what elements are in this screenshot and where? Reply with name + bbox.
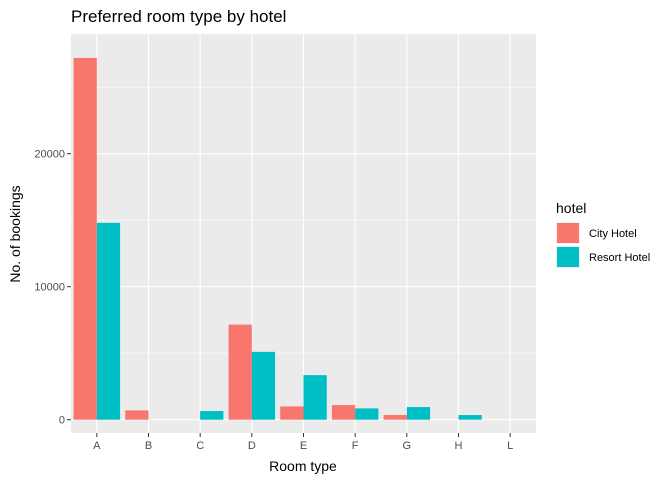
bars bbox=[73, 57, 511, 420]
bar-city-hotel-F bbox=[331, 405, 356, 420]
x-tick-label: B bbox=[145, 440, 152, 452]
legend-title: hotel bbox=[556, 200, 586, 216]
bar-city-hotel-B bbox=[125, 410, 149, 420]
bar-resort-hotel-C bbox=[200, 411, 224, 420]
legend-label: Resort Hotel bbox=[589, 252, 650, 264]
bar-resort-hotel-F bbox=[355, 408, 379, 420]
x-tick-label: A bbox=[93, 440, 101, 452]
y-axis: 0 10000 20000 bbox=[34, 149, 71, 427]
bar-resort-hotel-G bbox=[406, 407, 431, 420]
bar-resort-hotel-D bbox=[251, 351, 276, 420]
x-tick-label: L bbox=[507, 440, 513, 452]
x-tick-label: H bbox=[455, 440, 463, 452]
x-tick-label: D bbox=[248, 440, 256, 452]
x-tick-label: E bbox=[300, 440, 307, 452]
bar-city-hotel-E bbox=[280, 406, 304, 420]
bar-resort-hotel-H bbox=[458, 415, 482, 420]
y-tick-label: 20000 bbox=[34, 149, 65, 161]
bar-resort-hotel-E bbox=[303, 375, 327, 420]
legend-swatch bbox=[557, 247, 579, 267]
x-tick-label: F bbox=[352, 440, 359, 452]
x-axis-title: Room type bbox=[269, 458, 337, 474]
bar-resort-hotel-A bbox=[96, 222, 121, 420]
legend: hotel City Hotel Resort Hotel bbox=[556, 200, 650, 268]
y-axis-title: No. of bookings bbox=[7, 185, 23, 282]
legend-label: City Hotel bbox=[589, 228, 637, 240]
y-tick-label: 0 bbox=[59, 415, 65, 427]
bar-city-hotel-G bbox=[383, 415, 407, 420]
chart-title: Preferred room type by hotel bbox=[71, 7, 286, 26]
x-tick-label: G bbox=[403, 440, 412, 452]
y-tick-label: 10000 bbox=[34, 282, 65, 294]
x-tick-label: C bbox=[196, 440, 204, 452]
bar-city-hotel-A bbox=[73, 57, 97, 420]
bar-city-hotel-D bbox=[228, 324, 252, 420]
legend-swatch bbox=[557, 223, 579, 243]
